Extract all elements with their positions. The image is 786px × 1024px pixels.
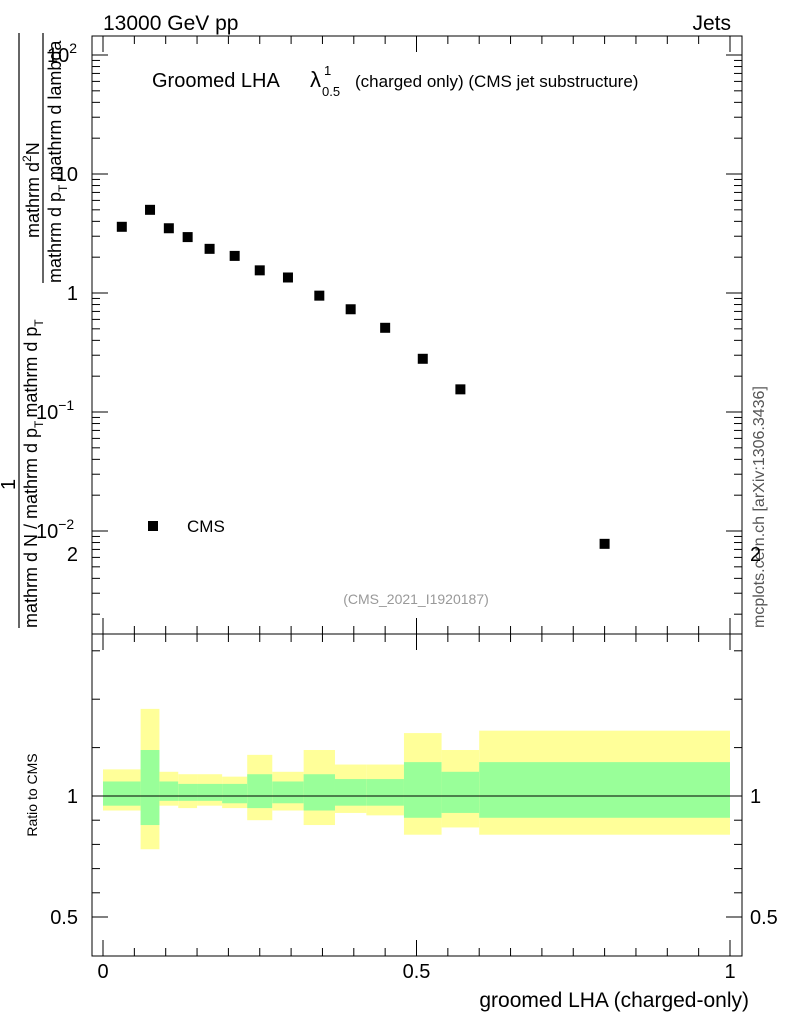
legend-label-cms: CMS — [187, 517, 225, 536]
main-y-tick-label: 10 — [56, 164, 78, 186]
main-y-tick-label: 10−2 — [36, 516, 74, 543]
ratio-x-axis: 0 0.5 1 — [97, 634, 736, 983]
chart-title: Groomed LHA — [152, 70, 280, 92]
ratio-inner-band — [103, 781, 141, 806]
header-left: 13000 GeV pp — [103, 12, 238, 35]
main-x-axis — [102, 36, 731, 634]
lambda-superscript: 1 — [324, 63, 331, 78]
data-point-cms — [254, 265, 265, 276]
ratio-y-axis-label: Ratio to CMS — [24, 753, 40, 836]
ratio-inner-band — [441, 771, 480, 813]
chart-title-suffix: (charged only) (CMS jet substructure) — [355, 72, 638, 91]
main-y-tick-label: 10−1 — [36, 397, 74, 424]
data-point-cms — [345, 304, 356, 315]
y-label-one: 1 — [0, 479, 20, 490]
ratio-y-tick-label-right: 0.5 — [750, 907, 778, 929]
ratio-inner-band — [247, 774, 273, 809]
side-label: mcplots.cern.ch [arXiv:1306.3436] — [751, 386, 768, 628]
main-plot-frame — [91, 35, 743, 635]
ratio-inner-band — [222, 783, 248, 804]
ratio-y-tick-label-right: 2 — [750, 544, 761, 566]
ratio-x-tick-label: 0 — [97, 961, 108, 983]
ratio-inner-band — [334, 779, 367, 806]
ratio-inner-band — [178, 783, 198, 801]
ratio-y-tick-label: 1 — [67, 786, 78, 808]
ratio-inner-band — [197, 783, 223, 801]
ratio-y-tick-label-right: 1 — [750, 786, 761, 808]
data-point-cms — [229, 250, 240, 261]
lambda-symbol: λ — [310, 67, 321, 92]
lambda-subscript: 0.5 — [322, 84, 340, 99]
ratio-inner-band — [403, 762, 442, 818]
ratio-inner-band — [159, 781, 179, 801]
legend-marker-cms — [148, 521, 158, 531]
ratio-inner-band — [479, 762, 730, 818]
data-point-cms — [599, 538, 610, 549]
data-point-cms — [455, 384, 466, 395]
ratio-x-tick-label: 0.5 — [403, 961, 431, 983]
x-axis-label: groomed LHA (charged-only) — [479, 989, 749, 1012]
main-y-tick-label: 102 — [47, 40, 77, 67]
main-y-axis: 102 10 1 10−1 10−2 — [36, 40, 742, 615]
ratio-inner-band — [272, 781, 304, 804]
ratio-bands — [103, 708, 730, 850]
ratio-inner-band — [140, 750, 160, 826]
ratio-x-tick-label: 1 — [724, 961, 735, 983]
main-y-axis-label: 1 mathrm d N / mathrm d pTmathrm d pT ma… — [0, 33, 70, 628]
data-point-cms — [314, 290, 325, 301]
ratio-inner-band — [303, 774, 335, 811]
data-point-cms — [116, 221, 127, 232]
ratio-inner-band — [366, 779, 404, 806]
data-point-cms — [182, 232, 193, 243]
data-point-cms — [145, 204, 156, 215]
ratio-y-tick-label: 2 — [67, 544, 78, 566]
data-point-cms — [282, 272, 293, 283]
ratio-y-axis: 0.5 0.5 1 1 2 2 — [50, 544, 778, 929]
y-label-numerator-bottom: mathrm d pTmathrm d lambda — [45, 40, 70, 283]
y-label-numerator-top: mathrm d2N — [20, 142, 43, 238]
data-point-cms — [417, 353, 428, 364]
header-right: Jets — [692, 12, 731, 35]
data-point-cms — [380, 322, 391, 333]
analysis-tag: (CMS_2021_I1920187) — [343, 591, 489, 607]
data-point-cms — [163, 223, 174, 234]
main-y-tick-label: 1 — [67, 283, 78, 305]
data-point-cms — [204, 243, 215, 254]
y-label-denominator: mathrm d N / mathrm d pTmathrm d pT — [21, 319, 46, 628]
ratio-y-tick-label: 0.5 — [50, 907, 78, 929]
data-points — [116, 204, 610, 549]
